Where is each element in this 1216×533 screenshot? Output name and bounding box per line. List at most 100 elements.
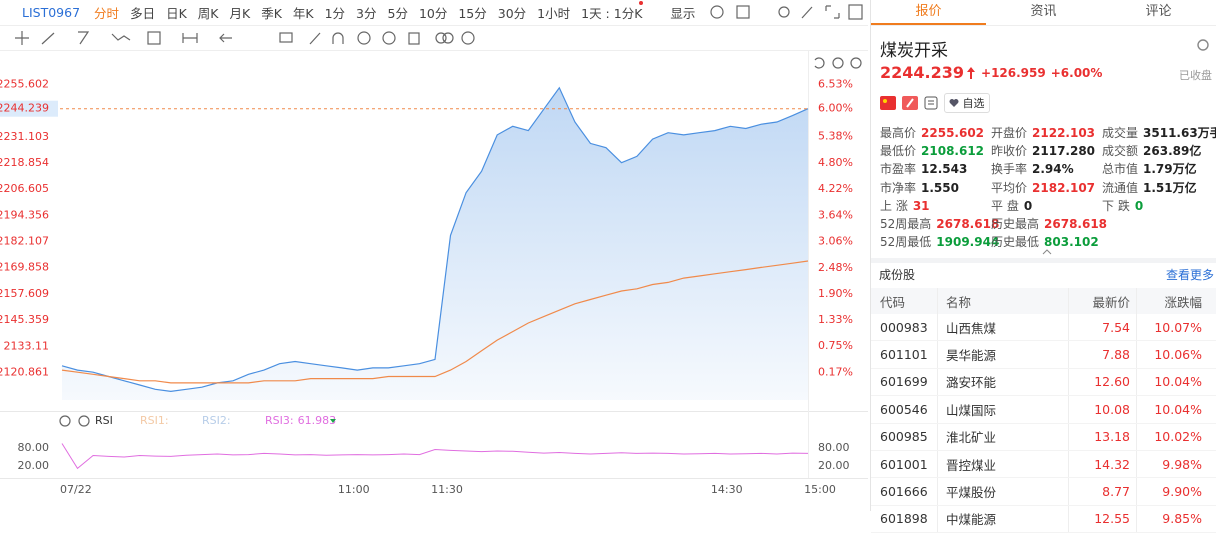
period-tab[interactable]: 15分 [458, 3, 486, 22]
column-header[interactable]: 名称 [938, 288, 1069, 314]
stat-cell: 最高价 2255.602 [880, 124, 991, 141]
zoom-out[interactable] [833, 58, 843, 68]
tool-note[interactable] [280, 33, 292, 42]
period-tab[interactable]: 1分 [325, 3, 345, 22]
table-cell: 14.32 [1069, 450, 1137, 477]
table-cell: 9.98% [1137, 450, 1216, 477]
table-cell: 600985 [871, 423, 938, 450]
y-tick-label: 2255.602 [0, 77, 49, 90]
y-tick-label: 2133.11 [4, 339, 50, 352]
panel-tab[interactable]: 资讯 [986, 0, 1101, 25]
stat-value: 2122.103 [1032, 126, 1095, 140]
period-tab[interactable]: 1小时 [537, 3, 570, 22]
table-cell: 601898 [871, 505, 938, 532]
tool-hide[interactable] [383, 32, 395, 44]
stat-label: 最高价 [880, 126, 916, 140]
symbol[interactable]: LIST0967 [22, 5, 80, 20]
reset-view[interactable] [815, 58, 824, 68]
table-cell: 600546 [871, 396, 938, 423]
rsi-line [62, 444, 808, 469]
price-area [62, 88, 808, 400]
table-cell: 601666 [871, 478, 938, 505]
tool-undo[interactable] [220, 34, 232, 42]
y-tick-label: 2145.359 [0, 313, 49, 326]
price-line: 2244.239 +126.959 +6.00% [880, 63, 1102, 82]
more-link[interactable]: 查看更多 [1166, 266, 1214, 283]
tool-pen[interactable] [310, 33, 320, 44]
period-tab[interactable]: 年K [293, 3, 314, 22]
column-header[interactable]: 涨跌幅 [1137, 288, 1216, 314]
panel-tabs: 报价资讯评论 [871, 0, 1216, 26]
column-header[interactable]: 最新价 [1069, 288, 1137, 314]
tool-eye[interactable] [358, 32, 370, 44]
period-tab[interactable]: 月K [229, 3, 250, 22]
period-tab[interactable]: 周K [198, 3, 219, 22]
panel-settings[interactable] [1196, 38, 1210, 52]
period-tab[interactable]: 日K [166, 3, 187, 22]
tool-measure[interactable] [148, 32, 160, 44]
up-arrow [966, 66, 976, 80]
stat-value: 2255.602 [921, 126, 984, 140]
rsi-tick-label: 80.00 [18, 441, 50, 454]
indicator-title: RSI [95, 414, 113, 427]
stat-label: 开盘价 [991, 126, 1027, 140]
price: 2244.239 [880, 63, 964, 82]
tool-wave[interactable] [112, 34, 130, 40]
tool-settings[interactable] [462, 32, 474, 44]
y-tick-label: 2157.609 [0, 287, 49, 300]
period-tab[interactable]: 1天 : 1分K [581, 3, 642, 22]
tool-line[interactable] [42, 33, 54, 44]
stat-label: 最低价 [880, 144, 916, 158]
column-header[interactable]: 代码 [871, 288, 938, 314]
tool-range[interactable] [183, 33, 197, 43]
y2-tick-label: 6.53% [818, 78, 853, 91]
x-tick-label: 14:30 [711, 483, 743, 496]
watch-button[interactable]: 自选 [944, 93, 990, 113]
y-tick-label: 2120.861 [0, 366, 49, 379]
watch-label[interactable]: 自选 [963, 97, 985, 110]
tool-crosshair[interactable] [15, 31, 29, 45]
rsi-tick-label: 20.00 [18, 459, 50, 472]
period-tabs: 分时多日日K 周K 月K 季K 年K 1分 3分 5分 10分 15分 30分 1小时 1天 : 1分K [94, 3, 642, 22]
page: {"toolbar": {"symbol": "LIST0967", "peri… [0, 0, 1216, 511]
flag-badge [880, 96, 896, 110]
collapse-toggle[interactable] [1041, 248, 1053, 256]
stat-label: 总市值 [1102, 162, 1138, 176]
rsi-close[interactable] [79, 416, 89, 426]
tool-magnet[interactable] [333, 33, 343, 44]
period-tab[interactable]: 季K [261, 3, 282, 22]
tool-delete[interactable] [409, 33, 419, 44]
panel-tab[interactable]: 报价 [871, 0, 986, 25]
table-cell: 12.60 [1069, 368, 1137, 395]
period-tab[interactable]: 5分 [388, 3, 408, 22]
zoom-in[interactable] [851, 58, 861, 68]
y2-tick-label: 4.80% [818, 156, 853, 169]
period-tab[interactable]: 分时 [94, 3, 119, 22]
period-tab[interactable]: 3分 [356, 3, 376, 22]
period-tab[interactable]: 多日 [130, 3, 155, 22]
panel-tab[interactable]: 评论 [1101, 0, 1216, 25]
tool-channel[interactable] [78, 32, 88, 44]
legend-value: 61.983 [298, 414, 337, 427]
period-tab[interactable]: 30分 [498, 3, 526, 22]
rsi-settings[interactable] [60, 416, 70, 426]
period-tab[interactable]: 10分 [419, 3, 447, 22]
display-menu[interactable]: 显示 [670, 3, 695, 22]
